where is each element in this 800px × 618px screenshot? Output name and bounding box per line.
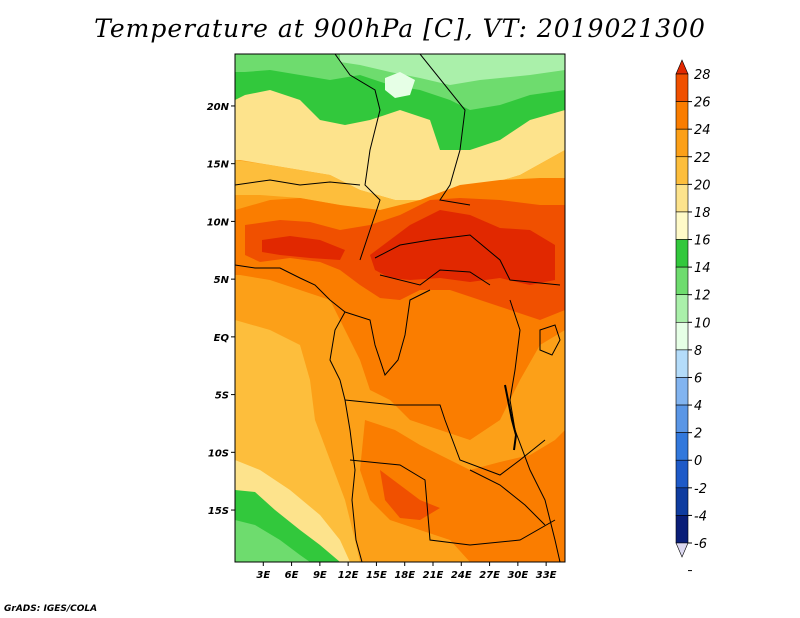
colorbar-label: 4	[694, 399, 702, 414]
colorbar-swatch	[675, 377, 689, 406]
map-title: Temperature at 900hPa [C], VT: 201902130…	[94, 14, 706, 43]
colorbar-label: -6	[694, 537, 707, 552]
lake-tanganyika	[504, 384, 518, 451]
colorbar-label: 0	[694, 454, 702, 469]
field-26-south	[380, 470, 440, 520]
lon-tick-label: 6E	[285, 570, 299, 581]
boundary-car	[379, 269, 491, 286]
colorbar-swatch	[675, 459, 689, 489]
colorbar-label: 12	[694, 289, 711, 304]
field-24-south	[360, 420, 565, 562]
field-12-southwest	[235, 520, 310, 562]
colorbar-label: 14	[694, 261, 711, 276]
lon-tick-label: 3E	[256, 570, 270, 581]
colorbar-label: 2	[694, 427, 702, 442]
colorbar-swatch	[675, 239, 689, 268]
lon-tick-label: 18E	[394, 570, 415, 581]
lon-tick-label: 30E	[507, 570, 528, 581]
boundary-mid-1	[235, 179, 361, 186]
map-axes: 20N 15N 10N 5N EQ 5S 10S 15S 3E 6E 9E 12E 15E 18E 21E 2…	[207, 102, 557, 581]
lat-tick-label: 15S	[208, 506, 229, 517]
colorbar-swatch	[675, 321, 689, 351]
lat-tick-label: 5N	[214, 275, 230, 286]
field-10-north	[340, 54, 565, 85]
colorbar-top-arrow	[675, 59, 689, 75]
field-28-core	[370, 210, 555, 285]
lat-tick-label: 5S	[215, 391, 229, 402]
colorbar-label: 8	[694, 344, 702, 359]
colorbar-swatch	[675, 515, 689, 544]
lat-tick-label: 20N	[207, 102, 230, 113]
lat-tick-label: 15N	[207, 160, 230, 171]
colorbar-swatch	[675, 487, 689, 516]
lon-tick-label: 15E	[366, 570, 387, 581]
colorbar-swatch	[675, 404, 689, 433]
colorbar-label: 10	[694, 316, 711, 331]
lat-tick-label: EQ	[214, 333, 230, 344]
colorbar-label: 16	[694, 234, 711, 249]
lon-tick-label: 24E	[451, 570, 472, 581]
colorbar-label: 26	[694, 96, 711, 111]
lon-tick-label: 21E	[423, 570, 444, 581]
colorbar-swatch	[675, 432, 689, 461]
boundary-north-1	[334, 54, 381, 261]
colorbar-label: 18	[694, 206, 711, 221]
field-28-west	[262, 236, 345, 260]
colorbar-swatch	[675, 266, 689, 296]
colorbar-label: 22	[694, 151, 711, 166]
grads-credit: GrADS: IGES/COLA	[4, 604, 98, 614]
lon-tick-label: 9E	[313, 570, 327, 581]
colorbar-swatch	[675, 211, 689, 240]
colorbar-label: 24	[694, 123, 711, 138]
boundary-angola	[349, 459, 556, 546]
colorbar-swatch	[675, 128, 689, 158]
colorbar-swatch	[675, 294, 689, 323]
colorbar-swatch	[675, 349, 689, 378]
colorbar-label: -4	[694, 509, 707, 524]
colorbar-label: -2	[694, 482, 707, 497]
boundary-congo	[344, 289, 431, 376]
colorbar-swatch	[675, 101, 689, 130]
lat-tick-label: 10S	[208, 448, 229, 459]
colorbar-swatch	[675, 184, 689, 213]
lake-victoria	[539, 324, 561, 356]
temperature-field	[235, 54, 565, 562]
coastline-west	[235, 264, 363, 562]
colorbar-label: 20	[694, 178, 711, 193]
boundary-drc-south	[344, 399, 546, 476]
plot-frame	[234, 53, 566, 563]
boundary-zambia	[469, 469, 546, 526]
lon-tick-label: 27E	[479, 570, 500, 581]
colorbar-label: 28	[694, 68, 711, 83]
field-8-patch	[385, 72, 415, 98]
colorbar-bottom-arrow	[675, 542, 689, 558]
lon-tick-label: 12E	[338, 570, 359, 581]
boundary-mid-2	[374, 234, 561, 286]
colorbar-label: 6	[694, 371, 702, 386]
country-boundaries	[235, 54, 561, 562]
boundary-north-2	[419, 54, 471, 206]
colorbar-swatch	[675, 156, 689, 185]
lat-tick-label: 10N	[207, 217, 230, 228]
lon-tick-label: 33E	[536, 570, 557, 581]
colorbar-swatch	[675, 73, 689, 102]
